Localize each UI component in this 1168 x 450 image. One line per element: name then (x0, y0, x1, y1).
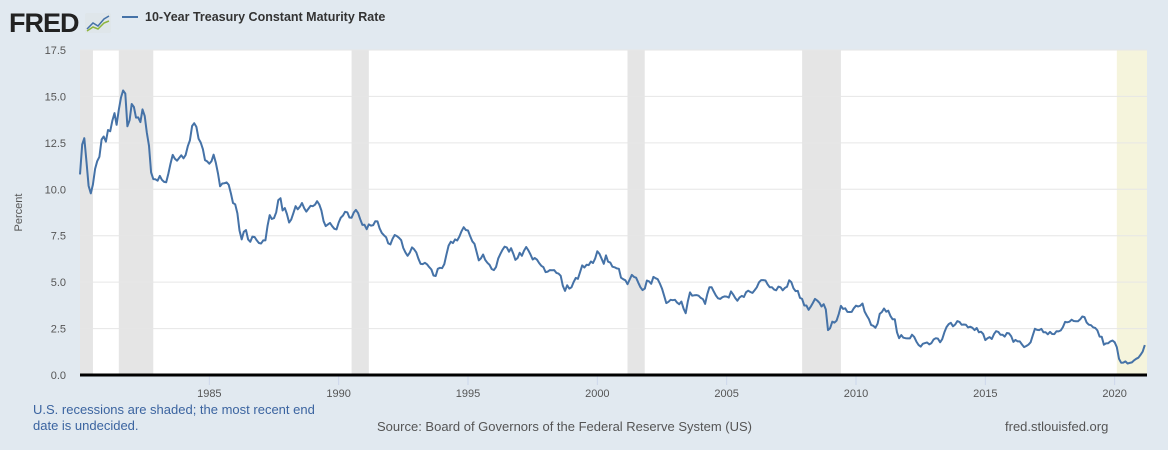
y-tick-label: 15.0 (45, 91, 66, 103)
x-tick-label: 1990 (326, 388, 350, 400)
recession-note: U.S. recessions are shaded; the most rec… (33, 402, 315, 433)
x-tick-label: 2015 (973, 388, 997, 400)
y-tick-label: 12.5 (45, 138, 66, 150)
y-tick-label: 10.0 (45, 184, 66, 196)
recession-band-undecided (1116, 50, 1147, 375)
y-tick-label: 2.5 (51, 324, 66, 336)
x-tick-label: 1995 (456, 388, 480, 400)
source-text: Source: Board of Governors of the Federa… (377, 419, 752, 434)
recession-band (118, 50, 154, 375)
fred-logo[interactable]: FRED (9, 8, 112, 39)
legend[interactable]: 10-Year Treasury Constant Maturity Rate (122, 10, 385, 24)
y-tick-label: 0.0 (51, 370, 66, 382)
legend-label: 10-Year Treasury Constant Maturity Rate (145, 10, 386, 24)
legend-swatch (122, 16, 138, 18)
x-tick-label: 2000 (585, 388, 609, 400)
plot-area (80, 50, 1147, 375)
line-chart-icon (85, 13, 112, 33)
logo-text: FRED (9, 8, 79, 38)
y-tick-label: 5.0 (51, 277, 66, 289)
recession-band (351, 50, 369, 375)
x-tick-label: 2020 (1102, 388, 1126, 400)
y-tick-label: 17.5 (45, 45, 66, 57)
y-axis-label: Percent (13, 194, 25, 232)
x-tick-label: 2010 (844, 388, 868, 400)
recession-band (627, 50, 645, 375)
site-link[interactable]: fred.stlouisfed.org (1005, 419, 1109, 434)
y-tick-label: 7.5 (51, 231, 66, 243)
x-tick-label: 2005 (714, 388, 738, 400)
x-tick-label: 1985 (197, 388, 221, 400)
recession-band (802, 50, 841, 375)
series-line (79, 89, 1146, 365)
recession-band (80, 50, 93, 375)
